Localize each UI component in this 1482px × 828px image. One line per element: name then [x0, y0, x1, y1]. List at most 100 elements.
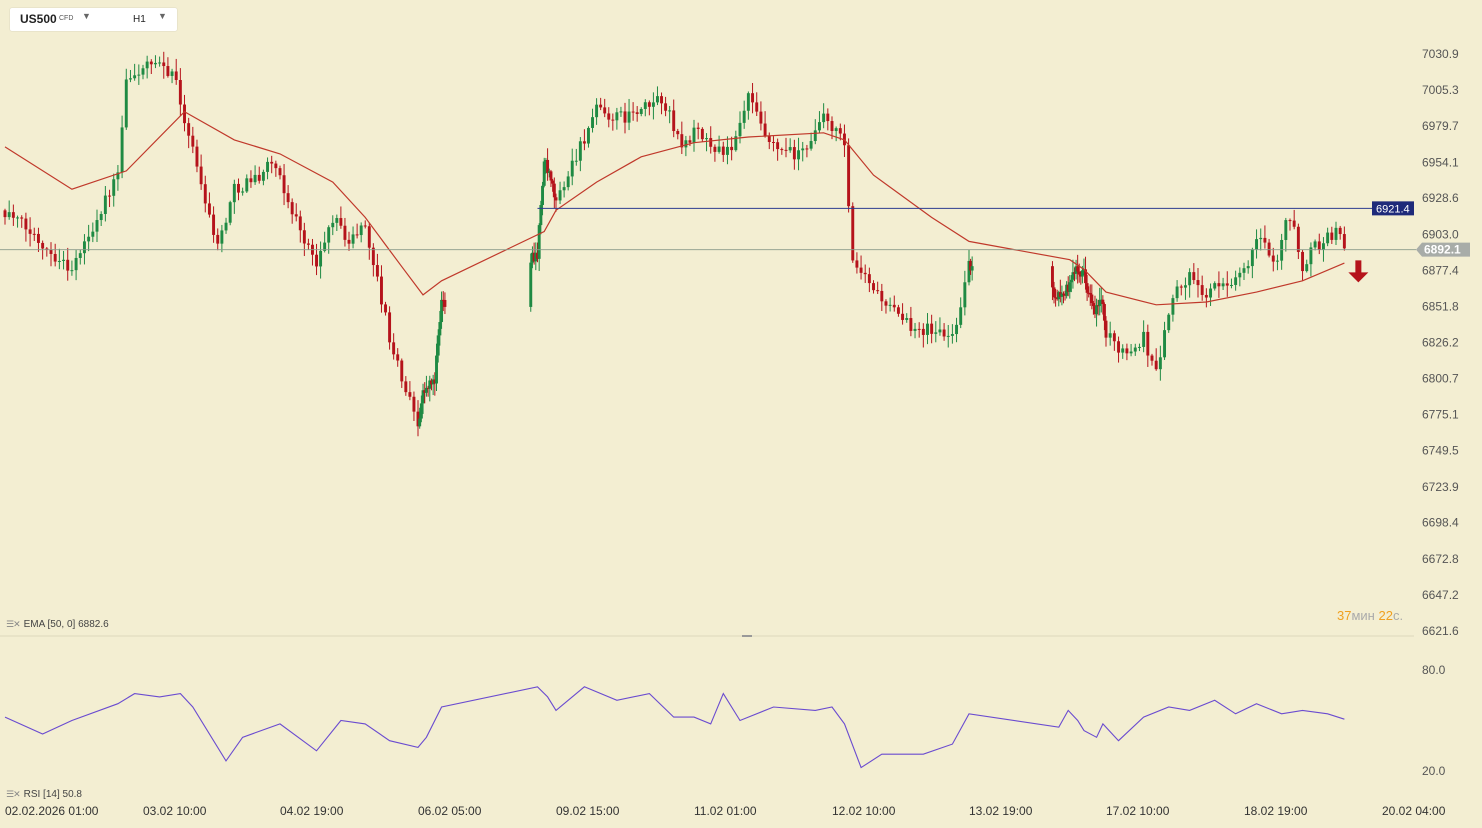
bull-candle: [327, 227, 331, 243]
bull-candle: [643, 102, 647, 109]
bull-candle: [1334, 227, 1338, 240]
bull-candle: [245, 178, 249, 192]
symbol-selector[interactable]: US500 CFD ▼ H1 ▼: [10, 8, 177, 31]
price-tick-label: 6775.1: [1422, 408, 1459, 422]
bear-candle: [1217, 283, 1221, 287]
bull-candle: [1129, 351, 1133, 354]
bear-candle: [174, 71, 178, 80]
bear-candle: [1301, 251, 1305, 272]
bull-candle: [128, 78, 132, 80]
bear-candle: [851, 206, 855, 261]
ema-legend-text: EMA [50, 0] 6882.6: [23, 619, 109, 630]
bear-candle: [1063, 294, 1067, 296]
bear-candle: [294, 214, 298, 217]
bull-candle: [424, 387, 428, 393]
bear-candle: [1117, 341, 1121, 353]
price-tick-label: 6826.2: [1422, 336, 1459, 350]
price-tick-label: 6954.1: [1422, 155, 1459, 169]
bull-candle: [1221, 283, 1225, 287]
bear-candle: [942, 329, 946, 337]
bull-candle: [112, 179, 116, 196]
bear-candle: [763, 123, 767, 136]
bull-candle: [537, 225, 541, 259]
bear-candle: [1330, 232, 1334, 240]
bull-candle: [905, 318, 909, 320]
bear-candle: [1150, 355, 1154, 361]
bear-candle: [536, 252, 539, 259]
bear-candle: [969, 260, 973, 271]
bull-candle: [788, 147, 792, 151]
bull-candle: [120, 127, 124, 173]
bull-candle: [1238, 272, 1242, 278]
bull-candle: [1167, 314, 1171, 331]
bull-candle: [1280, 239, 1284, 261]
candle-countdown: 37мин 22с.: [1337, 608, 1403, 623]
settings-icon[interactable]: ☰✕: [6, 789, 21, 799]
bear-candle: [343, 225, 347, 240]
bear-candle: [676, 131, 680, 135]
bull-candle: [78, 253, 82, 258]
timer-seconds-unit: с.: [1392, 608, 1404, 623]
bear-candle: [408, 392, 412, 397]
timeframe-selector[interactable]: H1: [133, 14, 146, 25]
time-axis[interactable]: 02.02.2026 01:00 03.02 10:00 04.02 19:00 06…: [5, 804, 1446, 818]
bear-candle: [880, 290, 884, 302]
time-tick-label: 20.02 04:00: [1382, 804, 1446, 818]
bull-candle: [1175, 286, 1179, 299]
bull-candle: [351, 234, 355, 244]
bear-candle: [1296, 226, 1300, 252]
bull-candle: [1209, 288, 1213, 298]
chevron-down-icon[interactable]: ▼: [82, 11, 91, 21]
bear-candle: [371, 247, 375, 266]
bear-candle: [212, 214, 216, 235]
time-tick-label: 02.02.2026 01:00: [5, 804, 99, 818]
bull-candle: [141, 68, 145, 75]
bull-candle: [668, 110, 672, 112]
bear-candle: [549, 171, 553, 181]
time-tick-label: 03.02 10:00: [143, 804, 207, 818]
bear-candle: [237, 183, 240, 193]
bear-candle: [792, 147, 796, 160]
price-tick-label: 6749.5: [1422, 444, 1459, 458]
bear-candle: [647, 102, 651, 107]
price-tick-label: 6621.6: [1422, 624, 1459, 638]
bear-candle: [433, 379, 437, 384]
bull-candle: [428, 380, 432, 389]
price-tick-label: 7030.9: [1422, 47, 1459, 61]
settings-icon[interactable]: ☰✕: [6, 619, 21, 629]
bear-candle: [187, 123, 191, 136]
current-price-label: 6892.1: [1424, 243, 1461, 257]
bear-candle: [1054, 297, 1058, 299]
bear-candle: [1077, 271, 1081, 275]
bear-candle: [36, 233, 40, 243]
bull-candle: [734, 136, 738, 151]
bear-candle: [532, 252, 536, 262]
bull-candle: [145, 61, 149, 69]
bear-candle: [249, 178, 253, 183]
bull-candle: [323, 242, 327, 251]
ema-legend[interactable]: ☰✕ EMA [50, 0] 6882.6: [6, 619, 109, 630]
bear-candle: [623, 111, 627, 123]
bull-candle: [1259, 237, 1263, 240]
bear-candle: [730, 146, 734, 151]
time-tick-label: 09.02 15:00: [556, 804, 620, 818]
bear-candle: [1146, 331, 1150, 356]
bull-candle: [946, 335, 950, 337]
bull-candle: [1326, 232, 1330, 244]
timer-minutes: 37: [1337, 608, 1352, 623]
chevron-down-icon[interactable]: ▼: [158, 11, 167, 21]
bear-candle: [1271, 255, 1275, 262]
bull-candle: [253, 174, 257, 183]
price-tick-label: 6698.4: [1422, 516, 1459, 530]
rsi-legend[interactable]: ☰✕ RSI [14] 50.8: [6, 789, 82, 800]
time-tick-label: 18.02 19:00: [1244, 804, 1308, 818]
bull-candle: [934, 332, 938, 334]
price-axis[interactable]: 7030.9 7005.3 6979.7 6954.1 6928.6 6903.0 6877…: [1422, 47, 1459, 778]
bear-candle: [688, 140, 692, 143]
bear-candle: [552, 183, 556, 198]
bull-candle: [95, 220, 99, 232]
bear-candle: [1317, 241, 1321, 250]
bear-candle: [108, 195, 112, 197]
bear-candle: [1087, 292, 1091, 294]
